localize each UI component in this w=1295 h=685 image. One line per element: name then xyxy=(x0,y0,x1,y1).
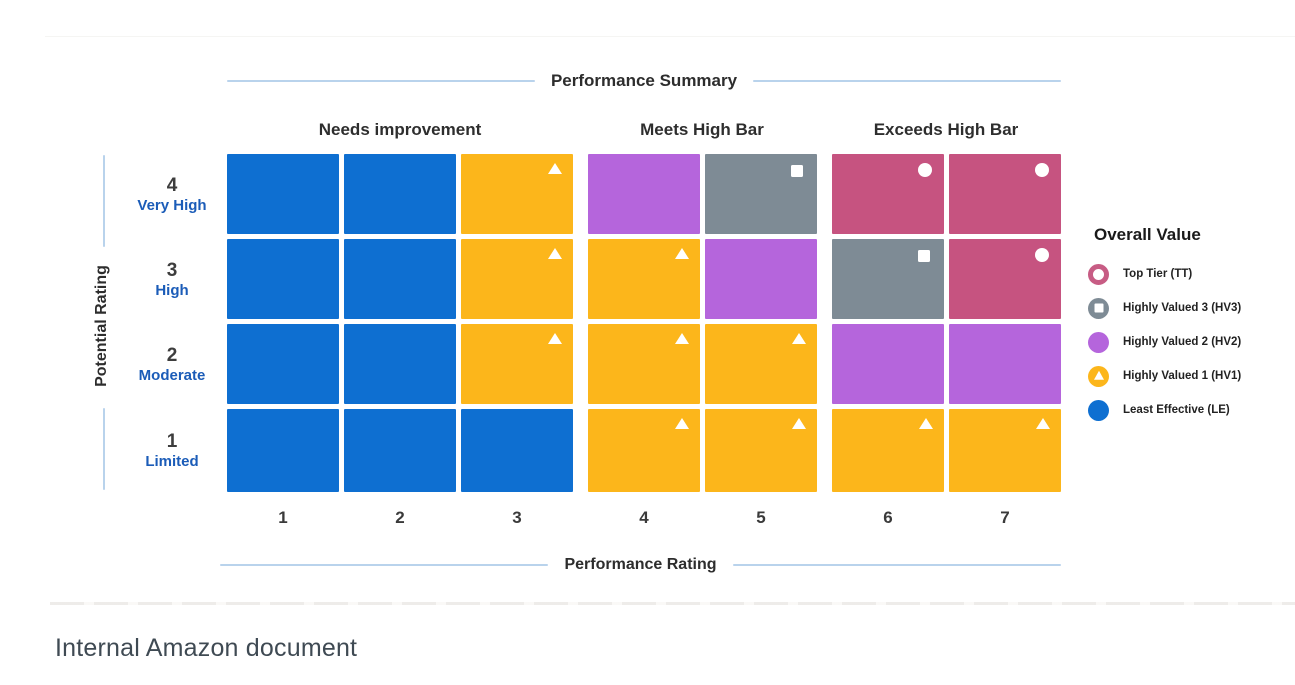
row-rating-name: Moderate xyxy=(138,366,206,384)
row-label: 2 Moderate xyxy=(119,339,225,391)
matrix-cell xyxy=(705,154,817,234)
legend-glyph xyxy=(1093,370,1104,380)
legend-hv3-icon xyxy=(1088,297,1109,319)
row-rating-name: Very High xyxy=(137,196,207,214)
triangle-marker-icon xyxy=(548,163,562,174)
x-tick-label: 6 xyxy=(883,508,893,527)
matrix-cell xyxy=(705,324,817,404)
triangle-marker-icon xyxy=(548,248,562,259)
matrix-cell xyxy=(227,324,339,404)
x-tick-label: 4 xyxy=(639,508,649,527)
legend-item: Highly Valued 3 (HV3) xyxy=(1088,295,1241,321)
triangle-marker-icon xyxy=(548,333,562,344)
circle-marker-icon xyxy=(1035,248,1049,262)
matrix-cell xyxy=(949,409,1061,492)
matrix-cell xyxy=(588,154,700,234)
column-group-header: Meets High Bar xyxy=(640,120,764,139)
legend-item: Least Effective (LE) xyxy=(1088,397,1230,423)
matrix-cell xyxy=(227,409,339,492)
chart-title-row: Performance Summary xyxy=(227,71,1062,91)
matrix-cell xyxy=(832,409,944,492)
row-label: 3 High xyxy=(119,254,225,306)
legend-item-label: Highly Valued 2 (HV2) xyxy=(1123,336,1242,348)
x-tick-label: 2 xyxy=(395,508,405,527)
caption: Internal Amazon document xyxy=(55,634,358,662)
row-rating-number: 2 xyxy=(166,344,178,366)
matrix-cell xyxy=(832,239,944,319)
title-left-rule xyxy=(227,80,535,82)
x-axis-title-row: Performance Rating xyxy=(220,556,1062,574)
matrix-cell xyxy=(344,154,456,234)
y-axis-label: Potential Rating xyxy=(93,265,110,387)
figure-top-edge xyxy=(45,36,1295,37)
triangle-marker-icon xyxy=(675,333,689,344)
matrix-cell xyxy=(949,154,1061,234)
y-axis-rule-bottom xyxy=(103,408,105,490)
row-rating-number: 3 xyxy=(166,259,178,281)
x-tick-label: 7 xyxy=(1000,508,1010,527)
matrix-cell xyxy=(949,239,1061,319)
legend-item: Highly Valued 1 (HV1) xyxy=(1088,363,1241,389)
legend-hv2-icon xyxy=(1088,331,1109,353)
x-axis-right-rule xyxy=(732,564,1062,566)
column-group-header: Exceeds High Bar xyxy=(873,120,1019,139)
figure-bottom-edge xyxy=(50,602,1295,605)
matrix-cell xyxy=(227,239,339,319)
square-marker-icon xyxy=(791,165,803,177)
x-axis-left-rule xyxy=(220,564,549,566)
matrix-cell xyxy=(461,154,573,234)
matrix-cell xyxy=(949,324,1061,404)
y-axis-rule-top xyxy=(103,155,105,247)
matrix-cell xyxy=(344,239,456,319)
matrix-cell xyxy=(344,324,456,404)
legend-item: Top Tier (TT) xyxy=(1088,261,1192,287)
legend-item-label: Top Tier (TT) xyxy=(1123,268,1193,280)
triangle-marker-icon xyxy=(919,418,933,429)
matrix-cell xyxy=(461,324,573,404)
x-tick-label: 1 xyxy=(278,508,288,527)
row-rating-name: Limited xyxy=(145,453,199,470)
title-right-rule xyxy=(753,80,1062,82)
triangle-marker-icon xyxy=(675,248,689,259)
matrix-cell xyxy=(588,324,700,404)
legend-le-icon xyxy=(1088,399,1109,421)
matrix-cell xyxy=(227,154,339,234)
triangle-marker-icon xyxy=(675,418,689,429)
row-rating-number: 1 xyxy=(166,431,178,452)
matrix-cell xyxy=(344,409,456,492)
matrix-cell xyxy=(588,409,700,492)
legend-title: Overall Value xyxy=(1094,225,1201,244)
legend-hv1-icon xyxy=(1088,365,1109,387)
row-rating-number: 4 xyxy=(166,174,178,196)
legend-item-label: Highly Valued 3 (HV3) xyxy=(1123,302,1242,314)
legend-item-label: Highly Valued 1 (HV1) xyxy=(1123,370,1242,382)
row-label: 1 Limited xyxy=(119,426,225,478)
legend-item-label: Least Effective (LE) xyxy=(1123,404,1230,416)
matrix-cell xyxy=(461,239,573,319)
matrix-cell xyxy=(705,409,817,492)
triangle-marker-icon xyxy=(1036,418,1050,429)
matrix-cell xyxy=(588,239,700,319)
matrix-cell xyxy=(705,239,817,319)
circle-marker-icon xyxy=(918,163,932,177)
triangle-marker-icon xyxy=(792,333,806,344)
matrix-cell xyxy=(832,154,944,234)
x-tick-label: 5 xyxy=(756,508,766,527)
x-tick-label: 3 xyxy=(512,508,522,527)
chart-title: Performance Summary xyxy=(550,71,738,90)
circle-marker-icon xyxy=(1035,163,1049,177)
legend-tt-icon xyxy=(1088,263,1109,285)
row-label: 4 Very High xyxy=(119,169,225,221)
matrix-cell xyxy=(461,409,573,492)
matrix-cell xyxy=(832,324,944,404)
square-marker-icon xyxy=(918,250,930,262)
legend-glyph xyxy=(1094,303,1103,313)
x-axis-label: Performance Rating xyxy=(564,556,717,573)
triangle-marker-icon xyxy=(792,418,806,429)
legend-item: Highly Valued 2 (HV2) xyxy=(1088,329,1241,355)
column-group-header: Needs improvement xyxy=(318,120,482,139)
row-rating-name: High xyxy=(155,281,189,299)
